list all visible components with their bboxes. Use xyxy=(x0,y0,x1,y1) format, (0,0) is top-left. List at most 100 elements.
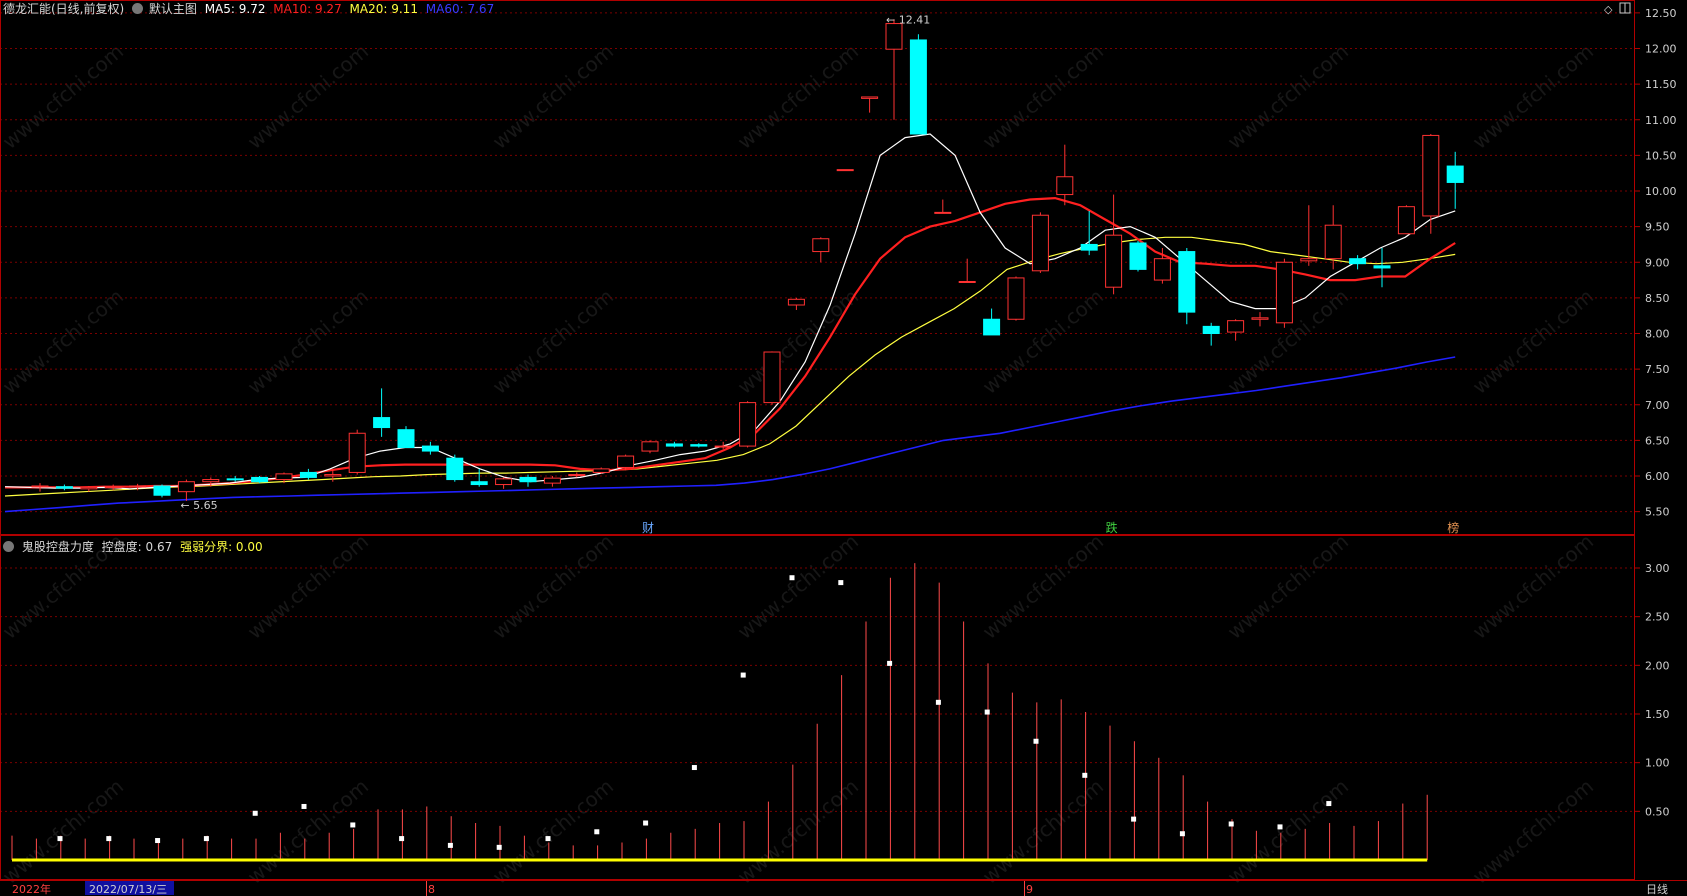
indicator-axis-label: 2.00 xyxy=(1645,659,1670,672)
indicator-point xyxy=(1277,824,1283,830)
watermark-text: www.cfchi.com xyxy=(488,529,618,644)
period-label[interactable]: 日线 xyxy=(1646,882,1668,896)
price-axis-label: 8.00 xyxy=(1645,328,1670,341)
candle-body-down xyxy=(1446,165,1464,183)
month-label-9: 9 xyxy=(1026,883,1033,896)
year-label: 2022年 xyxy=(12,882,51,896)
candle-body-down xyxy=(55,486,73,489)
candle-body-up xyxy=(1227,320,1245,333)
candle-body-down xyxy=(1202,325,1220,334)
price-axis-label: 8.50 xyxy=(1645,292,1670,305)
watermark-text: www.cfchi.com xyxy=(978,39,1108,154)
indicator-header: 鬼股控盘力度 控盘度: 0.67 强弱分界: 0.00 xyxy=(3,538,263,555)
watermark-text: www.cfchi.com xyxy=(1468,39,1598,154)
price-axis-label: 7.50 xyxy=(1645,363,1670,376)
high-price-label: ← 12.41 xyxy=(886,13,930,26)
event-marker[interactable]: 财 xyxy=(642,521,654,535)
candle-body-up xyxy=(495,478,513,486)
candle-body-up xyxy=(739,402,757,447)
indicator-axis-label: 1.00 xyxy=(1645,757,1670,770)
indicator-point xyxy=(643,820,649,826)
candle-body-down xyxy=(1373,265,1391,269)
candle-body-down xyxy=(226,478,244,481)
main-chart-name[interactable]: 默认主图 xyxy=(148,2,197,16)
indicator-point xyxy=(203,836,209,842)
candle-body-down xyxy=(1129,242,1147,270)
candle-body-up xyxy=(592,468,610,473)
candle-body-up xyxy=(1105,234,1123,288)
ma20-value: MA20: 9.11 xyxy=(349,2,418,16)
candle-body-down xyxy=(373,417,391,429)
price-axis-label: 12.50 xyxy=(1645,7,1677,20)
ma5-path xyxy=(4,133,1456,490)
indicator-point xyxy=(1228,821,1234,827)
watermark-text: www.cfchi.com xyxy=(243,39,373,154)
low-price-label: ← 5.65 xyxy=(180,499,217,512)
candle-body-up xyxy=(104,486,122,489)
ma5-line xyxy=(4,133,1456,490)
watermark-text: www.cfchi.com xyxy=(488,39,618,154)
candle-body-up xyxy=(1324,224,1342,260)
candle-body-up xyxy=(934,211,952,214)
ma10-value: MA10: 9.27 xyxy=(273,2,342,16)
chart-menu-icon[interactable] xyxy=(132,3,144,14)
cursor-date-label: 2022/07/13/三 xyxy=(89,883,167,896)
indicator-menu-icon[interactable] xyxy=(3,541,14,552)
candle-body-up xyxy=(958,280,976,283)
diamond-icon[interactable]: ◇ xyxy=(1604,3,1613,16)
boundary-value: 强弱分界: 0.00 xyxy=(180,540,263,554)
price-axis-label: 12.00 xyxy=(1645,43,1677,56)
candle-body-up xyxy=(348,432,366,473)
ma60-line xyxy=(4,356,1456,513)
candle-body-up xyxy=(543,477,561,484)
event-marker[interactable]: 榜 xyxy=(1447,520,1459,535)
indicator-point xyxy=(594,829,600,835)
price-axis-label: 11.00 xyxy=(1645,114,1677,127)
candle-body-up xyxy=(1031,214,1049,272)
price-axis-label: 6.50 xyxy=(1645,434,1670,447)
candle-body-down xyxy=(909,39,927,135)
candle-body-up xyxy=(763,351,781,404)
watermark-text: www.cfchi.com xyxy=(733,39,863,154)
watermark-text: www.cfchi.com xyxy=(1223,774,1353,889)
event-markers[interactable]: 财跌榜 xyxy=(642,520,1459,535)
indicator-point xyxy=(496,844,502,850)
indicator-point xyxy=(545,836,551,842)
indicator-axis-label: 1.50 xyxy=(1645,708,1670,721)
price-axis-label: 9.00 xyxy=(1645,256,1670,269)
candle-body-up xyxy=(129,485,147,488)
candle-body-down xyxy=(153,485,171,496)
ma60-value: MA60: 7.67 xyxy=(425,2,495,16)
indicator-point xyxy=(1033,738,1039,744)
price-axis-label: 10.00 xyxy=(1645,185,1677,198)
candle-body-down xyxy=(421,445,439,452)
watermark-text: www.cfchi.com xyxy=(0,774,128,889)
candle-body-down xyxy=(446,457,464,481)
price-axis-label: 10.50 xyxy=(1645,149,1677,162)
candle-body-down xyxy=(1178,251,1196,313)
indicator-point xyxy=(106,836,112,842)
price-axis-label: 7.00 xyxy=(1645,399,1670,412)
ma60-path xyxy=(4,356,1456,513)
watermark-text: www.cfchi.com xyxy=(733,774,863,889)
indicator-name[interactable]: 鬼股控盘力度 xyxy=(21,540,94,554)
candle-body-up xyxy=(1397,206,1415,235)
indicator-point xyxy=(252,810,258,816)
watermark-text: www.cfchi.com xyxy=(978,284,1108,399)
candle-body-up xyxy=(1422,134,1440,217)
event-marker[interactable]: 跌 xyxy=(1106,520,1118,535)
candlestick-series[interactable] xyxy=(31,19,1464,501)
stock-title: 德龙汇能(日线,前复权) xyxy=(3,2,125,16)
candle-body-up xyxy=(568,474,586,477)
candle-body-up xyxy=(836,169,854,172)
candle-body-down xyxy=(397,429,415,448)
candle-body-up xyxy=(1251,317,1269,320)
candle-body-down xyxy=(1080,243,1098,251)
candle-body-up xyxy=(324,474,342,477)
candle-body-down xyxy=(519,476,537,483)
indicator-point xyxy=(155,838,161,844)
price-axis: 12.50 12.00 11.50 11.00 10.50 10.00 9.50 9.00 8.… xyxy=(1634,7,1677,519)
watermark-text: www.cfchi.com xyxy=(733,529,863,644)
